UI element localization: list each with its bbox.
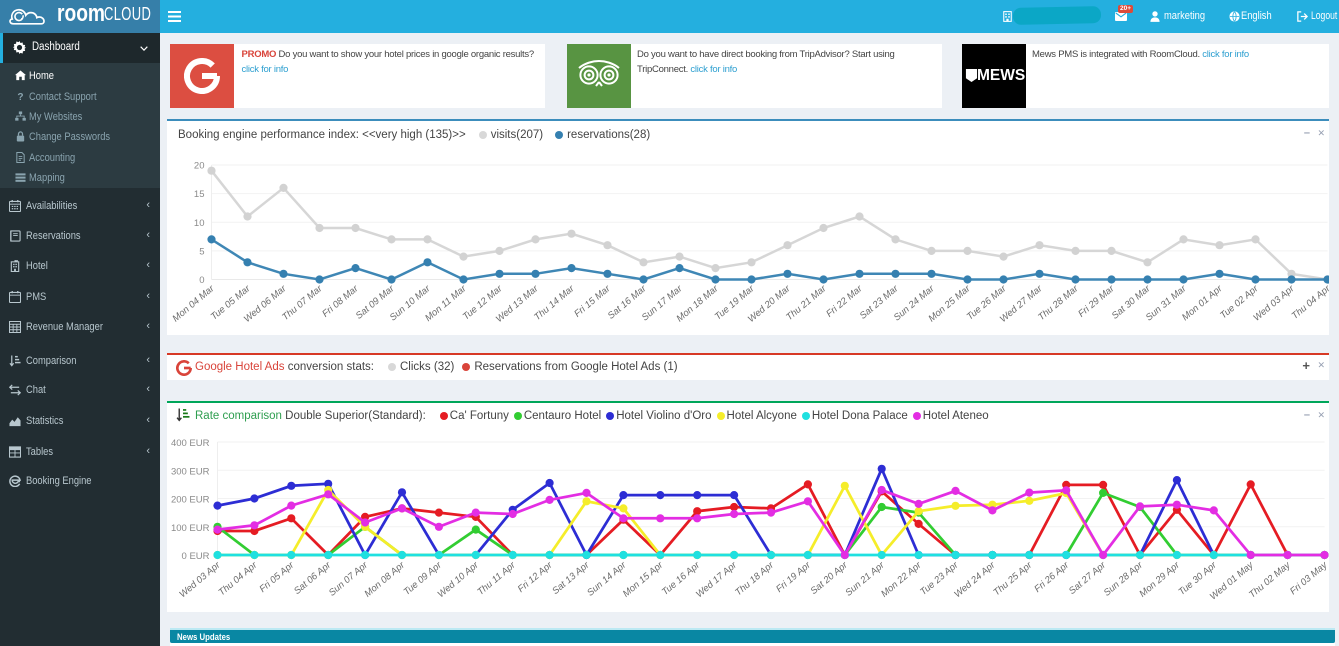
svg-text:300 EUR: 300 EUR <box>171 466 210 477</box>
svg-text:Thu 21 Mar: Thu 21 Mar <box>784 283 829 323</box>
svg-text:Thu 04 Apr: Thu 04 Apr <box>217 559 260 598</box>
svg-text:15: 15 <box>194 189 205 200</box>
svg-text:200 EUR: 200 EUR <box>171 495 210 506</box>
svg-text:Thu 07 Mar: Thu 07 Mar <box>280 283 325 323</box>
svg-text:Thu 04 Apr: Thu 04 Apr <box>1290 283 1329 322</box>
svg-text:Wed 17 Apr: Wed 17 Apr <box>694 559 740 600</box>
svg-text:Mon 22 Apr: Mon 22 Apr <box>879 559 924 599</box>
svg-text:Fri 19 Apr: Fri 19 Apr <box>774 559 813 595</box>
svg-text:20: 20 <box>194 161 205 172</box>
svg-text:Thu 28 Mar: Thu 28 Mar <box>1036 283 1081 323</box>
svg-text:Wed 03 Apr: Wed 03 Apr <box>177 559 223 600</box>
svg-text:Thu 25 Apr: Thu 25 Apr <box>991 559 1034 598</box>
svg-text:Mon 04 Mar: Mon 04 Mar <box>171 283 218 325</box>
svg-text:Mon 08 Apr: Mon 08 Apr <box>363 559 408 599</box>
svg-text:100 EUR: 100 EUR <box>171 523 210 534</box>
svg-text:Wed 03 Apr: Wed 03 Apr <box>1251 283 1297 324</box>
svg-text:Thu 02 May: Thu 02 May <box>1247 559 1293 600</box>
svg-text:Fri 05 Apr: Fri 05 Apr <box>257 559 296 595</box>
svg-text:400 EUR: 400 EUR <box>171 438 210 449</box>
svg-text:Wed 24 Apr: Wed 24 Apr <box>952 559 998 600</box>
svg-text:Thu 18 Apr: Thu 18 Apr <box>733 559 776 598</box>
svg-text:Mon 01 Apr: Mon 01 Apr <box>1180 283 1225 323</box>
svg-text:10: 10 <box>194 218 205 229</box>
svg-text:Thu 11 Apr: Thu 11 Apr <box>475 559 518 597</box>
svg-text:Fri 26 Apr: Fri 26 Apr <box>1032 559 1071 595</box>
svg-text:Wed 10 Apr: Wed 10 Apr <box>436 559 482 600</box>
svg-text:Fri 12 Apr: Fri 12 Apr <box>516 559 555 595</box>
svg-text:Fri 03 May: Fri 03 May <box>1288 559 1329 597</box>
svg-text:?: ? <box>17 92 23 102</box>
svg-text:Thu 14 Mar: Thu 14 Mar <box>532 283 577 323</box>
svg-text:0: 0 <box>199 275 204 286</box>
svg-text:Mon 29 Apr: Mon 29 Apr <box>1137 559 1182 599</box>
svg-text:5: 5 <box>199 246 204 257</box>
svg-text:Mon 15 Apr: Mon 15 Apr <box>621 559 666 599</box>
svg-text:0 EUR: 0 EUR <box>182 551 210 562</box>
